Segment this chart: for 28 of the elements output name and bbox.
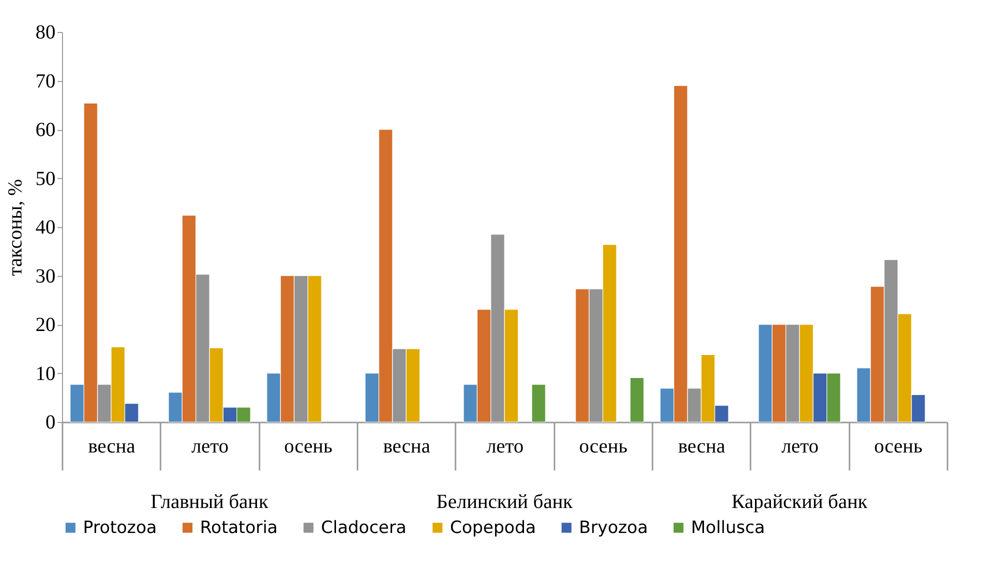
x-tick-label: весна xyxy=(678,436,726,458)
legend-label: Protozoa xyxy=(83,518,157,538)
legend-label: Mollusca xyxy=(691,518,765,538)
x-tick-label: весна xyxy=(383,436,430,458)
x-tick-label: осень xyxy=(874,436,922,458)
y-tick-label: 70 xyxy=(36,70,56,92)
x-tick-label: осень xyxy=(579,436,628,458)
legend-label: Bryozoa xyxy=(579,518,648,538)
x-tick-label: весна xyxy=(88,436,136,458)
y-tick-label: 0 xyxy=(46,412,56,434)
y-tick-label: 80 xyxy=(36,22,56,44)
text: Главный банк xyxy=(150,491,269,513)
x-tick-label: лето xyxy=(191,436,229,458)
x-tick-label: лето xyxy=(781,436,819,458)
legend-label: Copepoda xyxy=(450,518,536,538)
legend-label: Rotatoria xyxy=(200,518,278,538)
x-tick-label: осень xyxy=(284,436,332,458)
y-tick-label: 40 xyxy=(36,216,56,238)
y-tick-label: 50 xyxy=(36,168,56,190)
text: Белинский банк xyxy=(436,491,573,513)
y-tick-label: 20 xyxy=(36,314,56,336)
x-tick-label: лето xyxy=(486,436,524,458)
y-axis-title: таксоны, % xyxy=(4,179,26,276)
y-tick-label: 60 xyxy=(36,119,56,141)
y-tick-label: 30 xyxy=(36,265,56,288)
y-tick-label: 10 xyxy=(36,362,56,385)
text: Карайский банк xyxy=(731,491,868,513)
legend-label: Cladocera xyxy=(321,518,406,538)
